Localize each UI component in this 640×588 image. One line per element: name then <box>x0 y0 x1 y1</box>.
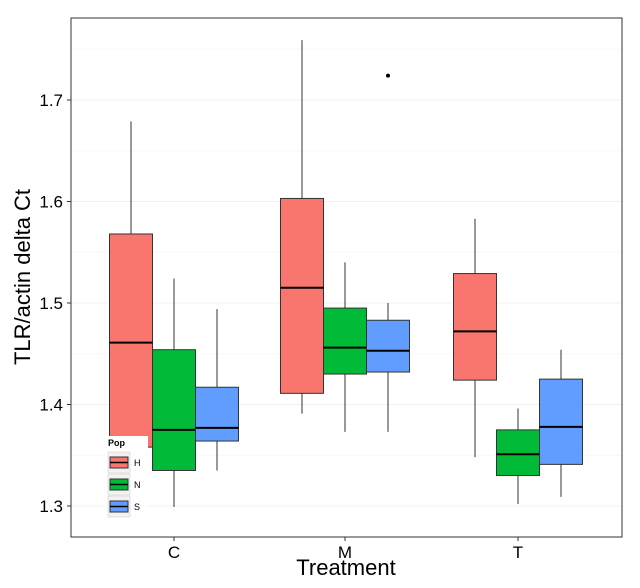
box-iqr <box>323 307 367 375</box>
y-axis-title: TLR/actin delta Ct <box>10 189 35 365</box>
y-tick-label: 1.5 <box>39 294 63 313</box>
legend-item-S: S <box>107 495 140 518</box>
box-N-T <box>496 408 540 504</box>
legend-label: H <box>134 458 141 468</box>
box-iqr <box>152 349 196 471</box>
box-N-C <box>152 278 196 508</box>
y-tick-label: 1.6 <box>39 193 63 212</box>
box-S-C <box>195 309 239 471</box>
x-axis-title: Treatment <box>296 555 395 580</box>
box-iqr <box>280 197 324 394</box>
box-S-M <box>366 303 410 432</box>
box-H-T <box>453 218 497 458</box>
y-tick-label: 1.3 <box>39 497 63 516</box>
x-tick-label: T <box>513 543 523 562</box>
x-tick-label: C <box>168 543 180 562</box>
x-tick-label: M <box>338 543 352 562</box>
y-tick-label: 1.7 <box>39 91 63 110</box>
outlier-point <box>386 73 390 78</box>
y-tick-label: 1.4 <box>39 396 63 415</box>
box-iqr <box>539 378 583 465</box>
box-iqr <box>496 429 540 477</box>
legend-item-N: N <box>107 473 141 496</box>
box-S-T <box>539 349 583 497</box>
box-iqr <box>366 319 410 373</box>
box-H-C <box>109 121 153 448</box>
legend: Pop H N S <box>106 436 148 520</box>
box-N-M <box>323 262 367 432</box>
legend-title: Pop <box>108 438 126 448</box>
box-iqr <box>195 386 239 442</box>
box-H-M <box>280 40 324 414</box>
legend-label: S <box>134 502 140 512</box>
axes: 1.3 1.4 1.5 1.6 1.7 C M T <box>39 91 523 562</box>
box-iqr <box>109 233 153 448</box>
legend-item-H: H <box>107 451 141 474</box>
boxes <box>109 40 583 508</box>
legend-label: N <box>134 480 141 490</box>
plot-panel-border <box>70 17 623 538</box>
box-iqr <box>453 273 497 381</box>
